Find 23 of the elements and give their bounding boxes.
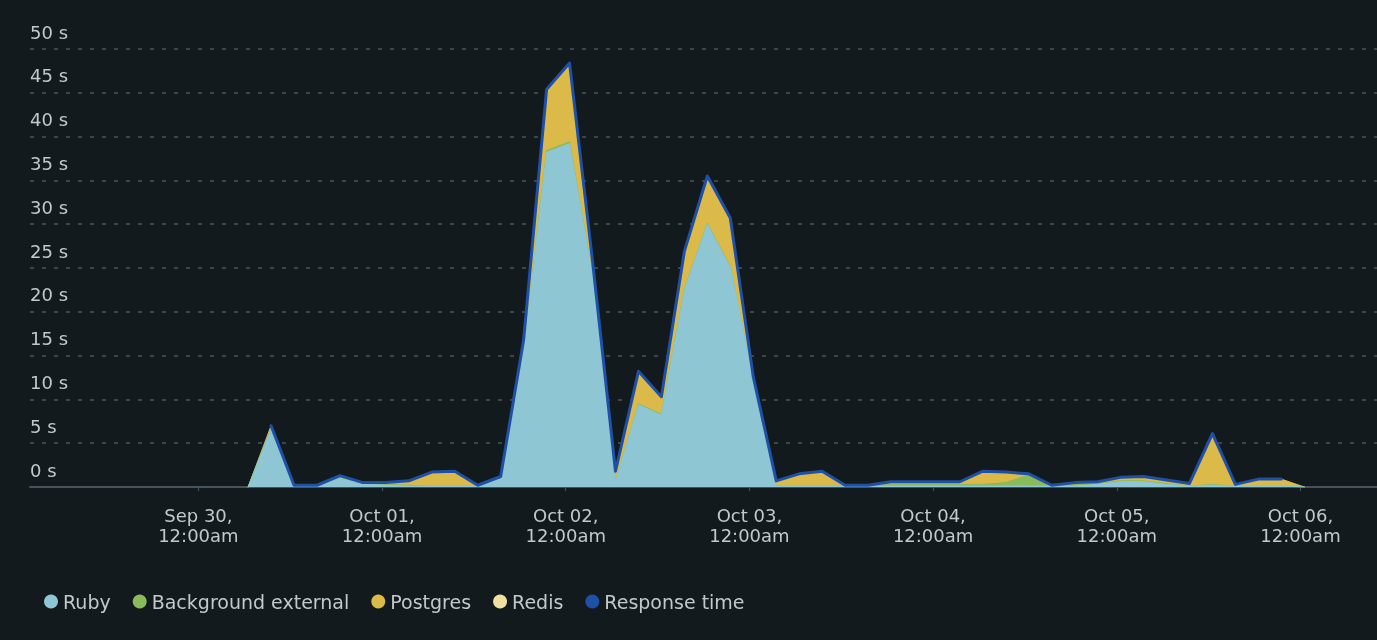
x-tick-label: Oct 01, 12:00am [341, 504, 423, 546]
y-tick-label: 45 s [30, 65, 69, 87]
y-tick-label: 20 s [30, 284, 69, 306]
x-tick-label: Oct 02, 12:00am [525, 504, 606, 546]
y-tick-label: 15 s [30, 328, 69, 350]
x-tick-label: Oct 05, 12:00am [1076, 504, 1157, 546]
legend-label: Response time [604, 590, 745, 613]
y-tick-label: 50 s [30, 21, 69, 43]
x-tick-label: Sep 30, 12:00am [158, 504, 239, 546]
legend-label: Postgres [390, 590, 472, 613]
y-tick-label: 40 s [30, 109, 69, 131]
y-tick-label: 5 s [30, 415, 57, 437]
y-tick-label: 25 s [30, 240, 69, 262]
y-tick-label: 30 s [30, 196, 69, 218]
legend-label: Background external [151, 590, 350, 613]
y-tick-label: 10 s [30, 371, 69, 393]
x-tick-label: Oct 03, 12:00am [709, 504, 790, 546]
x-tick-label: Oct 04, 12:00am [892, 504, 974, 546]
y-tick-label: 35 s [30, 152, 69, 174]
legend-label: Redis [512, 590, 564, 613]
y-tick-label: 0 s [30, 459, 57, 481]
x-tick-label: Oct 06, 12:00am [1260, 504, 1341, 546]
legend-label: Ruby [63, 590, 111, 613]
